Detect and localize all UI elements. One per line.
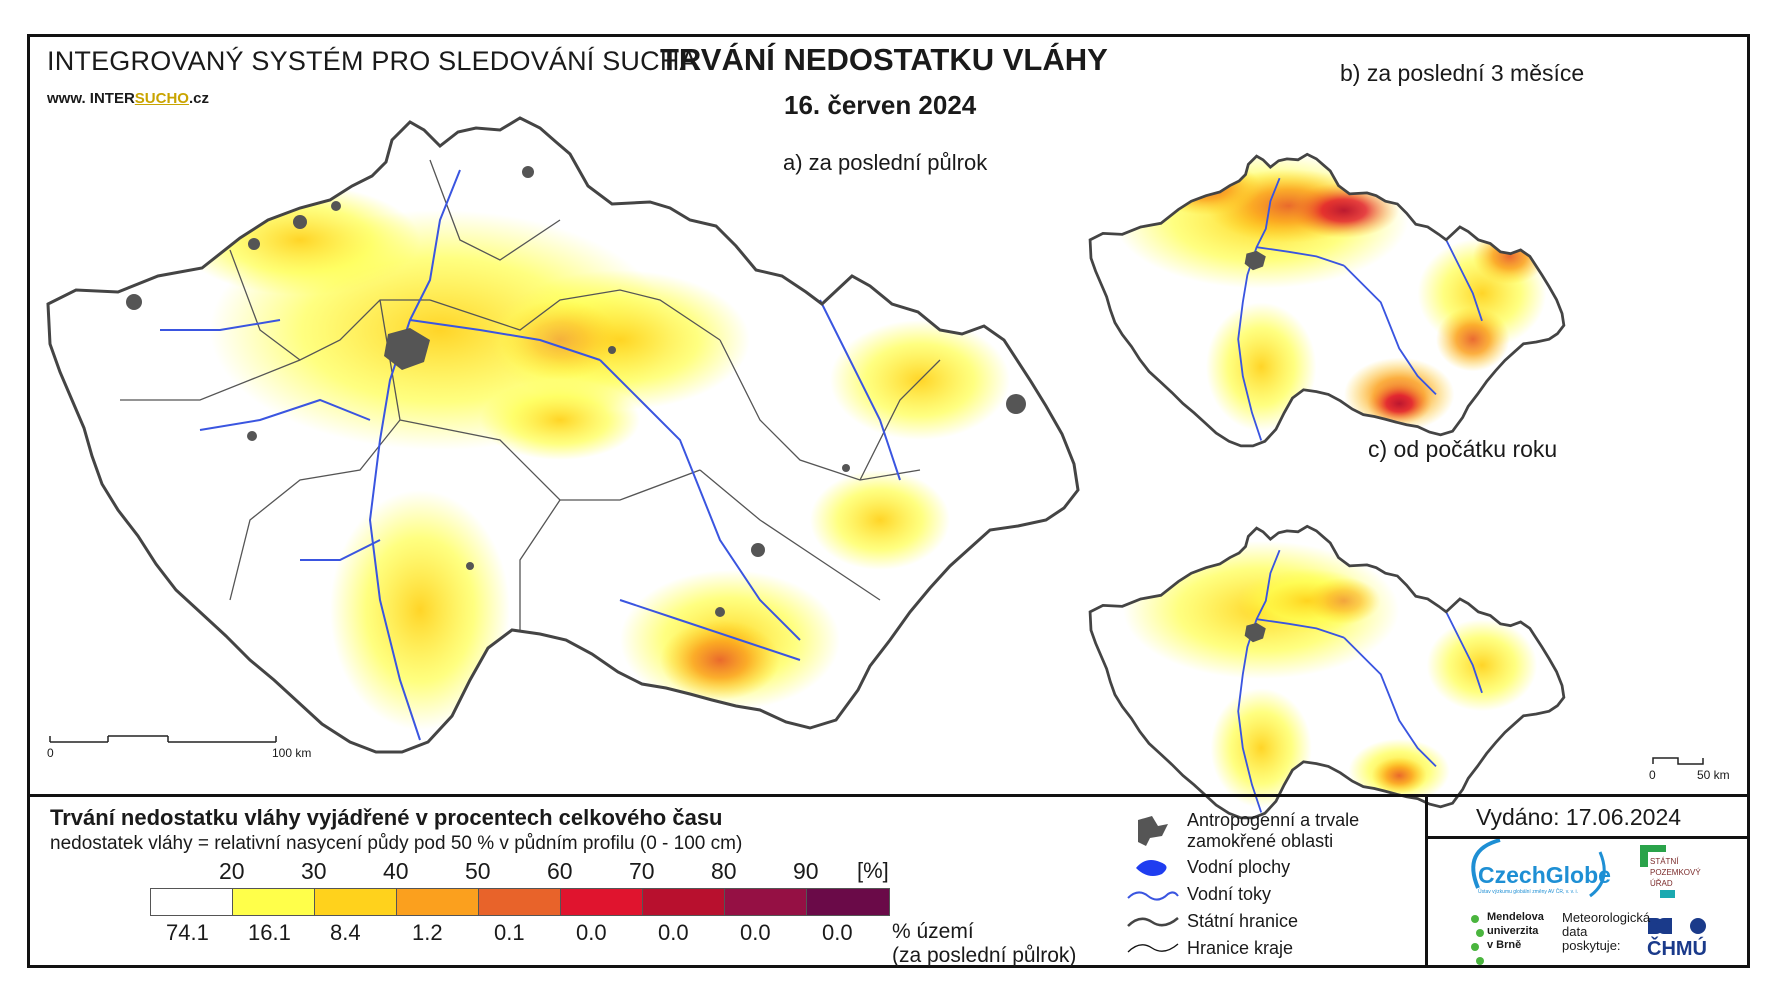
scale-bar-small xyxy=(1652,757,1704,765)
scale-threshold-label: 60 xyxy=(547,858,573,884)
map-b-label: b) za poslední 3 měsíce xyxy=(1340,60,1585,86)
scale-swatch xyxy=(725,889,807,915)
water-body-icon xyxy=(1136,860,1167,876)
meteo-data-label: Meteorologická data poskytuje: xyxy=(1562,910,1651,953)
legend-region-border: Hranice kraje xyxy=(1187,938,1294,958)
state-border-icon xyxy=(1127,917,1179,927)
map-title: TRVÁNÍ NEDOSTATKU VLÁHY xyxy=(660,42,1108,77)
legend-title: Trvání nedostatku vláhy vyjádřené v proc… xyxy=(50,805,723,830)
scale-bar-main xyxy=(49,735,277,743)
map-a-urban-areas xyxy=(126,166,1026,617)
scale-area-percent: 0.0 xyxy=(822,920,853,945)
scale-area-percent: 0.1 xyxy=(494,920,525,945)
mendelu-name: Mendelova univerzita v Brně xyxy=(1487,911,1544,951)
scale-area-percent: 8.4 xyxy=(330,920,361,945)
color-scale xyxy=(150,888,890,916)
map-date: 16. červen 2024 xyxy=(784,90,977,120)
scale-swatch xyxy=(561,889,643,915)
map-a-drought-fill xyxy=(180,185,1010,730)
site-url-prefix: www. INTER xyxy=(47,90,135,107)
legend-subtitle: nedostatek vláhy = relativní nasycení pů… xyxy=(50,833,743,854)
map-a-rivers xyxy=(160,169,901,741)
legend-anthropogenic-2: zamokřené oblasti xyxy=(1187,831,1334,851)
site-url-mid: SUCHO xyxy=(134,90,189,107)
map-a-label: a) za poslední půlrok xyxy=(783,150,988,175)
map-c-label: c) od počátku roku xyxy=(1368,436,1558,462)
scale-small-start: 0 xyxy=(1649,768,1656,782)
scale-threshold-label: 50 xyxy=(465,858,491,884)
scale-small-end: 50 km xyxy=(1697,768,1730,782)
scale-area-percent: 16.1 xyxy=(248,920,291,945)
map-b xyxy=(1088,152,1566,448)
scale-area-percent: 0.0 xyxy=(658,920,689,945)
legend-divider xyxy=(27,794,1750,797)
river-line-icon xyxy=(1127,891,1179,901)
area-period-label: (za poslední půlrok) xyxy=(892,944,1077,967)
scale-swatch xyxy=(315,889,397,915)
czechglobe-subtitle: Ústav výzkumu globální změny AV ČR, v. v… xyxy=(1478,889,1579,895)
scale-area-percent: 1.2 xyxy=(412,920,443,945)
site-url-suffix: .cz xyxy=(188,90,209,107)
area-label: % území xyxy=(892,920,974,943)
map-a-region-borders xyxy=(120,159,941,630)
mendelu-logo[interactable] xyxy=(1471,915,1484,965)
footer-divider xyxy=(1425,794,1428,968)
legend-state-border: Státní hranice xyxy=(1187,911,1299,931)
scale-swatch xyxy=(233,889,315,915)
chmu-name: ČHMÚ xyxy=(1647,938,1707,960)
scale-threshold-label: 30 xyxy=(301,858,327,884)
figure-frame xyxy=(27,34,1750,968)
spu-logo[interactable] xyxy=(1640,845,1675,898)
scale-swatch xyxy=(397,889,479,915)
map-c xyxy=(1088,524,1566,820)
czechglobe-name: CzechGlobe xyxy=(1478,862,1611,888)
chmu-logo[interactable] xyxy=(1648,918,1706,934)
issued-date: Vydáno: 17.06.2024 xyxy=(1476,804,1682,830)
scale-swatch xyxy=(807,889,889,915)
scale-swatch xyxy=(151,889,233,915)
map-a xyxy=(46,116,1080,754)
scale-main-end: 100 km xyxy=(272,746,312,760)
scale-main-start: 0 xyxy=(47,746,54,760)
region-border-icon xyxy=(1127,943,1179,953)
scale-threshold-label: 80 xyxy=(711,858,737,884)
system-title: INTEGROVANÝ SYSTÉM PRO SLEDOVÁNÍ SUCHA xyxy=(47,46,698,76)
scale-threshold-label: 40 xyxy=(383,858,409,884)
scale-threshold-label: 20 xyxy=(219,858,245,884)
scale-swatch xyxy=(643,889,725,915)
czechglobe-logo[interactable] xyxy=(1471,838,1606,898)
scale-threshold-label: 70 xyxy=(629,858,655,884)
spu-name: STÁTNÍ POZEMKOVÝ ÚŘAD xyxy=(1650,857,1701,888)
scale-area-percent: 74.1 xyxy=(166,920,209,945)
scale-swatch xyxy=(479,889,561,915)
legend-rivers: Vodní toky xyxy=(1187,884,1272,904)
scale-threshold-label: 90 xyxy=(793,858,819,884)
site-url[interactable]: www. INTERSUCHO.cz xyxy=(47,90,209,107)
scale-area-percent: 0.0 xyxy=(576,920,607,945)
urban-area-icon xyxy=(1138,816,1168,846)
legend-water-bodies: Vodní plochy xyxy=(1187,857,1291,877)
map-legend-symbols xyxy=(1127,816,1179,953)
legend-anthropogenic-1: Antropogenní a trvale xyxy=(1187,810,1360,830)
scale-unit: [%] xyxy=(857,858,889,883)
scale-area-percent: 0.0 xyxy=(740,920,771,945)
issued-divider xyxy=(1428,836,1750,839)
